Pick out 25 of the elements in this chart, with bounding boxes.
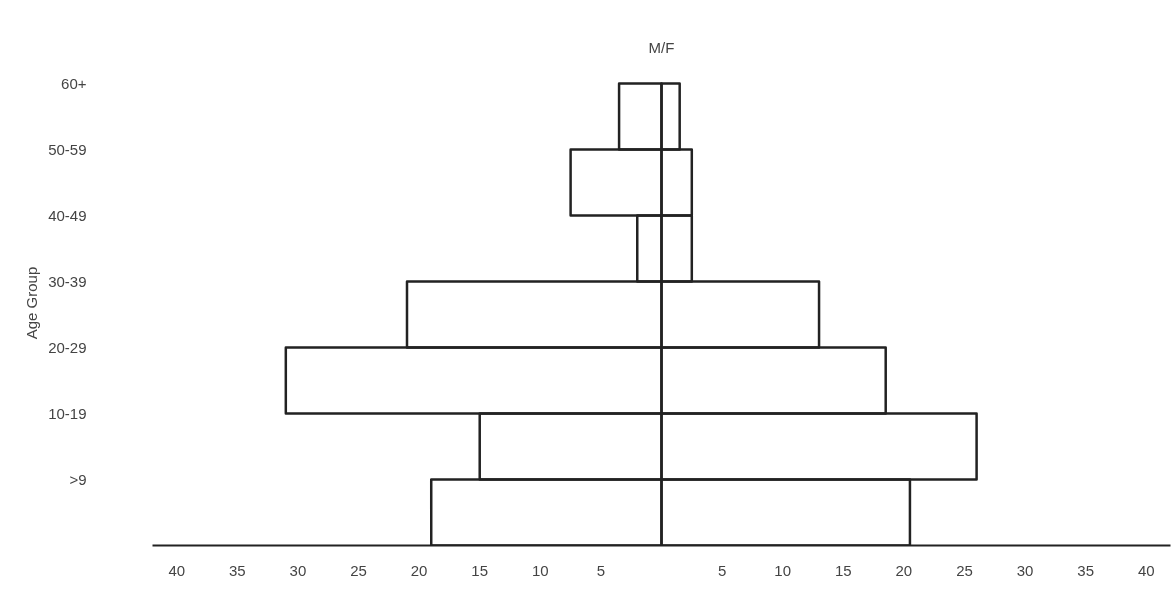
y-tick-label: 60+ xyxy=(61,75,87,93)
x-tick-label: 10 xyxy=(774,561,792,579)
y-tick-label: 50-59 xyxy=(48,141,87,159)
x-tick-label: 20 xyxy=(410,561,428,579)
x-tick-label: 30 xyxy=(289,561,307,579)
x-tick-label: 40 xyxy=(1137,561,1155,579)
chart-title: M/F xyxy=(648,38,675,56)
x-tick-label: 20 xyxy=(895,561,913,579)
x-tick-label: 25 xyxy=(350,561,367,579)
y-tick-label: 20-29 xyxy=(48,339,87,357)
x-tick-label: 40 xyxy=(168,561,186,579)
x-tick-label: 15 xyxy=(471,561,489,579)
x-tick-label: 15 xyxy=(834,561,852,579)
x-tick-label: 35 xyxy=(1077,561,1095,579)
y-axis-title: Age Group xyxy=(23,266,41,340)
y-tick-label: 10-19 xyxy=(48,405,87,423)
x-tick-label: 5 xyxy=(717,561,727,579)
y-tick-label: 40-49 xyxy=(48,207,87,225)
y-tick-label: >9 xyxy=(69,471,87,489)
x-tick-label: 25 xyxy=(956,561,973,579)
x-tick-label: 10 xyxy=(531,561,549,579)
x-tick-label: 5 xyxy=(596,561,606,579)
x-tick-label: 30 xyxy=(1016,561,1034,579)
x-tick-label: 35 xyxy=(228,561,246,579)
y-tick-label: 30-39 xyxy=(48,273,87,291)
